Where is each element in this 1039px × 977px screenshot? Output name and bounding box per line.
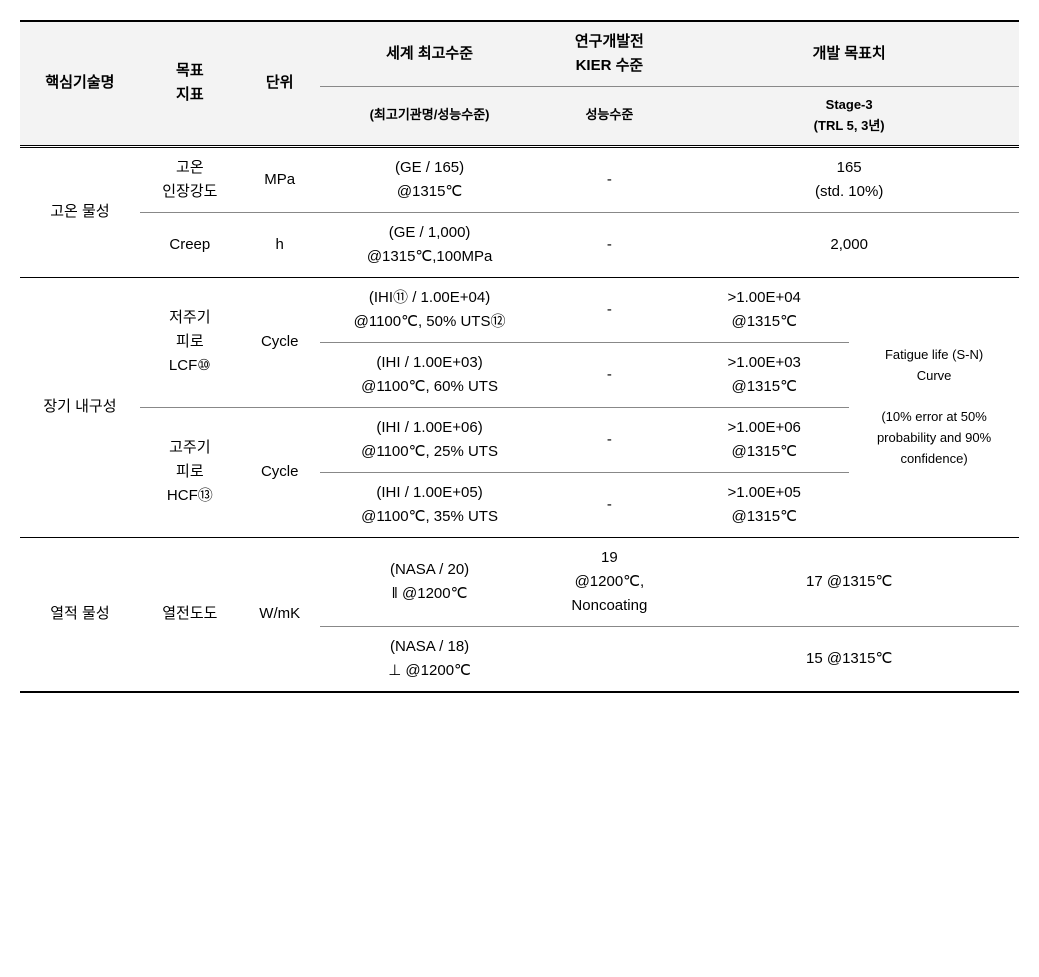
cell-tech-3: 장기 내구성: [20, 277, 140, 537]
cell-note-3: Fatigue life (S-N)Curve(10% error at 50%…: [849, 277, 1019, 537]
cell-unit-3: Cycle: [240, 277, 320, 407]
hdr-tech: 핵심기술명: [20, 21, 140, 146]
cell-kier-2: -: [539, 212, 679, 277]
cell-world-3: (IHI⑪ / 1.00E+04)@1100℃, 50% UTS⑫: [320, 277, 540, 342]
cell-kier-1: -: [539, 146, 679, 212]
cell-kier-7: 19@1200℃,Noncoating: [539, 537, 679, 626]
cell-world-7: (NASA / 20)‖ @1200℃: [320, 537, 540, 626]
cell-world-4: (IHI / 1.00E+03)@1100℃, 60% UTS: [320, 342, 540, 407]
cell-metric-7: 열전도도: [140, 537, 240, 692]
cell-unit-2: h: [240, 212, 320, 277]
cell-metric-2: Creep: [140, 212, 240, 277]
cell-target-1: 165(std. 10%): [679, 146, 1019, 212]
cell-kier-4: -: [539, 342, 679, 407]
cell-metric-1: 고온인장강도: [140, 146, 240, 212]
cell-target-8: 15 @1315℃: [679, 626, 1019, 692]
cell-unit-1: MPa: [240, 146, 320, 212]
cell-world-6: (IHI / 1.00E+05)@1100℃, 35% UTS: [320, 472, 540, 537]
cell-tech-1: 고온 물성: [20, 146, 140, 277]
cell-target-6: >1.00E+05@1315℃: [679, 472, 849, 537]
cell-unit-7: W/mK: [240, 537, 320, 692]
cell-kier-5: -: [539, 407, 679, 472]
cell-unit-5: Cycle: [240, 407, 320, 537]
hdr-metric: 목표지표: [140, 21, 240, 146]
spec-table: 핵심기술명 목표지표 단위 세계 최고수준 연구개발전KIER 수준 개발 목표…: [20, 20, 1019, 693]
hdr-unit: 단위: [240, 21, 320, 146]
cell-kier-6: -: [539, 472, 679, 537]
hdr-kier-sub: 성능수준: [539, 87, 679, 147]
hdr-world-top: 세계 최고수준: [320, 21, 540, 87]
cell-world-1: (GE / 165)@1315℃: [320, 146, 540, 212]
cell-target-4: >1.00E+03@1315℃: [679, 342, 849, 407]
cell-target-7: 17 @1315℃: [679, 537, 1019, 626]
cell-target-3: >1.00E+04@1315℃: [679, 277, 849, 342]
hdr-target-sub: Stage-3(TRL 5, 3년): [679, 87, 1019, 147]
cell-metric-5: 고주기피로HCF⑬: [140, 407, 240, 537]
cell-world-2: (GE / 1,000)@1315℃,100MPa: [320, 212, 540, 277]
cell-target-2: 2,000: [679, 212, 1019, 277]
cell-world-8: (NASA / 18)⊥ @1200℃: [320, 626, 540, 692]
hdr-world-sub: (최고기관명/성능수준): [320, 87, 540, 147]
cell-world-5: (IHI / 1.00E+06)@1100℃, 25% UTS: [320, 407, 540, 472]
cell-metric-3: 저주기피로LCF⑩: [140, 277, 240, 407]
hdr-target-top: 개발 목표치: [679, 21, 1019, 87]
hdr-kier-top: 연구개발전KIER 수준: [539, 21, 679, 87]
cell-target-5: >1.00E+06@1315℃: [679, 407, 849, 472]
cell-kier-3: -: [539, 277, 679, 342]
cell-kier-8: [539, 626, 679, 692]
cell-tech-7: 열적 물성: [20, 537, 140, 692]
